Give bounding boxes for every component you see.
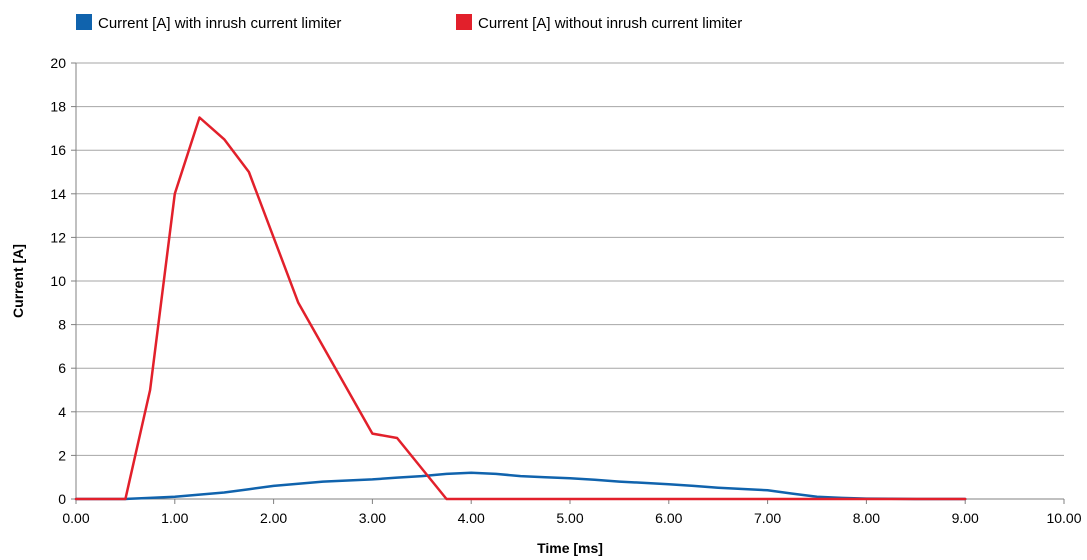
series-layer [76,118,965,500]
legend-label-with-limiter: Current [A] with inrush current limiter [98,15,341,32]
series-line-with-limiter [76,473,965,499]
y-tick-label-12: 12 [50,229,66,245]
y-tick-label-18: 18 [50,99,66,115]
legend-swatch-without-limiter [456,14,472,30]
y-tick-label-4: 4 [58,404,66,420]
x-tick-label-0.00: 0.00 [62,510,89,526]
x-tick-label-6.00: 6.00 [655,510,682,526]
axes [71,63,1064,504]
x-tick-label-10.00: 10.00 [1046,510,1081,526]
legend-swatch-with-limiter [76,14,92,30]
y-tick-label-16: 16 [50,142,66,158]
y-axis-title: Current [A] [10,244,26,318]
y-tick-label-10: 10 [50,273,66,289]
x-tick-label-4.00: 4.00 [458,510,485,526]
series-line-without-limiter [76,118,965,500]
x-tick-label-1.00: 1.00 [161,510,188,526]
x-tick-label-2.00: 2.00 [260,510,287,526]
y-tick-label-8: 8 [58,317,66,333]
gridlines [76,63,1064,455]
x-axis-title: Time [ms] [537,540,603,556]
y-tick-label-2: 2 [58,447,66,463]
y-tick-label-20: 20 [50,55,66,71]
x-tick-label-9.00: 9.00 [952,510,979,526]
x-tick-label-8.00: 8.00 [853,510,880,526]
y-tick-label-6: 6 [58,360,66,376]
x-tick-label-3.00: 3.00 [359,510,386,526]
y-tick-label-0: 0 [58,491,66,507]
x-tick-label-7.00: 7.00 [754,510,781,526]
y-tick-label-14: 14 [50,186,66,202]
legend: Current [A] with inrush current limiter … [76,14,742,32]
x-tick-label-5.00: 5.00 [556,510,583,526]
legend-label-without-limiter: Current [A] without inrush current limit… [478,15,742,32]
